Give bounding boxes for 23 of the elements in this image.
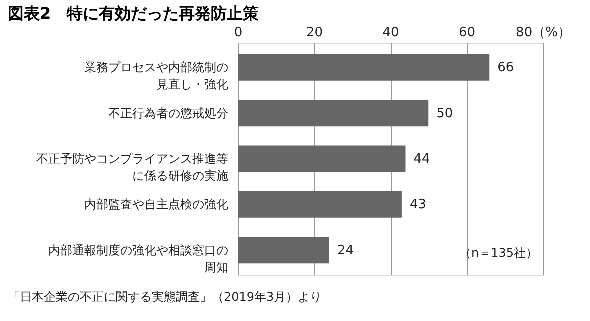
- data-label: 43: [410, 198, 426, 213]
- x-tick-label: 80（%）: [516, 26, 571, 40]
- text: 「日本企業の不正に関する実態調査」（2019年3月）より: [8, 290, 322, 304]
- data-label: 50: [436, 106, 454, 122]
- bar: [238, 146, 406, 172]
- y-tick-label: 業務プロセスや内部統制の見直し・強化: [84, 60, 228, 92]
- y-tick-label: 内部監査や自主点検の強化: [84, 198, 228, 212]
- x-tick-label: 20: [306, 26, 324, 40]
- annotation: （n＝135社）: [459, 246, 538, 260]
- bar: [238, 237, 330, 264]
- data-label: 24: [338, 243, 354, 258]
- x-tick-label: 60: [458, 26, 476, 40]
- bar: [238, 100, 429, 127]
- x-tick-label: 40: [382, 26, 400, 40]
- y-tick-label: 内部通報制度の強化や相談窓口の周知: [48, 243, 228, 274]
- bar: [238, 191, 402, 218]
- y-tick-label: 不正行為者の懲戒処分: [108, 106, 228, 120]
- y-tick-label: 不正予防やコンプライアンス推進等に係る研修の実施: [36, 152, 228, 183]
- chart-title: 図表2 特に有効だった再発防止策: [8, 4, 260, 23]
- data-label: 44: [414, 152, 430, 167]
- bar: [238, 54, 490, 81]
- x-tick-label: 0: [234, 26, 243, 40]
- data-label: 66: [498, 60, 514, 76]
